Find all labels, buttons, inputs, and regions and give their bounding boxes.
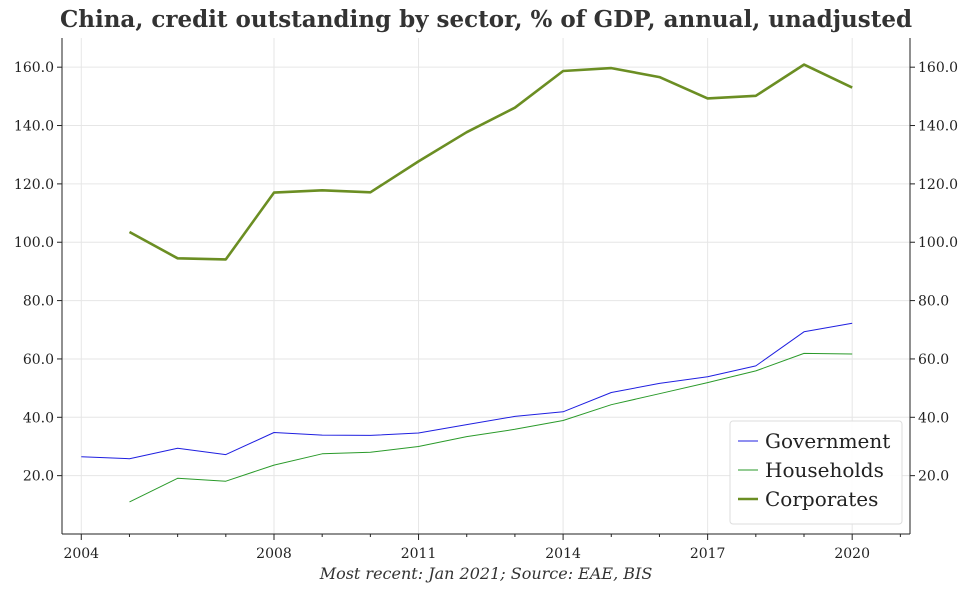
y-tick-label-right: 20.0 <box>918 469 949 485</box>
legend-label-corporates: Corporates <box>765 487 878 511</box>
x-tick-label: 2014 <box>545 546 581 562</box>
x-tick-label: 2017 <box>690 546 726 562</box>
y-tick-label-left: 160.0 <box>14 60 54 76</box>
x-tick-label: 2011 <box>401 546 437 562</box>
legend-label-government: Government <box>765 429 890 453</box>
y-tick-label-left: 80.0 <box>23 294 54 310</box>
y-tick-label-left: 140.0 <box>14 119 54 135</box>
y-tick-label-left: 120.0 <box>14 177 54 193</box>
chart-caption: Most recent: Jan 2021; Source: EAE, BIS <box>319 564 653 583</box>
x-tick-label: 2008 <box>256 546 292 562</box>
chart-title: China, credit outstanding by sector, % o… <box>59 6 913 33</box>
series-layer <box>81 63 853 503</box>
y-tick-label-left: 20.0 <box>23 469 54 485</box>
series-line-corporates <box>128 63 853 261</box>
series-line-government <box>81 322 853 460</box>
legend-box <box>729 420 903 525</box>
grid-layer <box>62 38 910 534</box>
series-line-households <box>129 352 853 503</box>
axes-layer: 20.0 20.0 40.0 40.0 60.0 60.0 80.0 80.0 100.0 100… <box>14 38 958 562</box>
y-tick-label-right: 40.0 <box>918 410 949 426</box>
x-tick-label: 2020 <box>834 546 870 562</box>
y-tick-label-right: 60.0 <box>918 352 949 368</box>
y-tick-label-right: 80.0 <box>918 294 949 310</box>
legend-label-households: Households <box>765 458 884 482</box>
y-tick-label-left: 60.0 <box>23 352 54 368</box>
y-tick-label-right: 100.0 <box>918 235 958 251</box>
y-tick-label-right: 120.0 <box>918 177 958 193</box>
y-tick-label-right: 160.0 <box>918 60 958 76</box>
y-tick-label-right: 140.0 <box>918 119 958 135</box>
x-tick-label: 2004 <box>63 546 99 562</box>
legend: Government Households Corporates <box>729 420 903 525</box>
y-tick-label-left: 100.0 <box>14 235 54 251</box>
y-tick-label-left: 40.0 <box>23 410 54 426</box>
